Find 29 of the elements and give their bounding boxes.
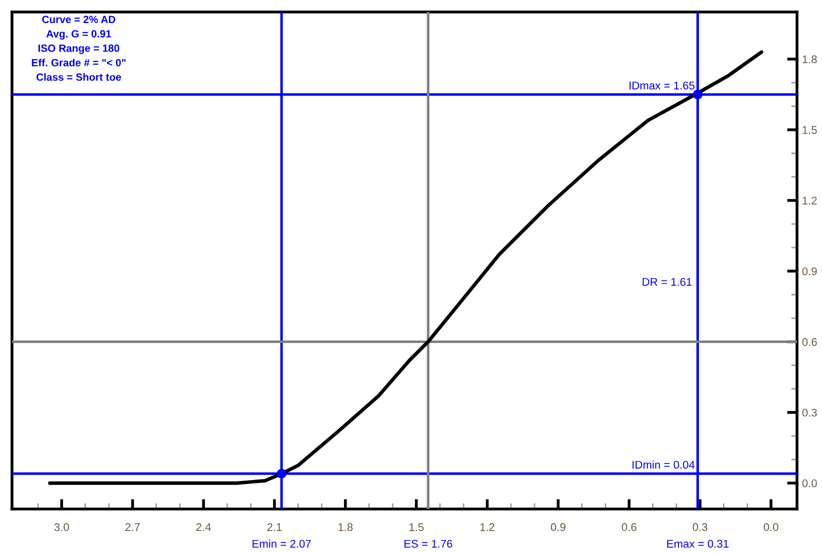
x-tick-label: 1.8 <box>338 523 353 532</box>
x-tick-label: 2.4 <box>196 523 211 531</box>
annotation: ES = 1.76 <box>404 540 452 548</box>
annotation: ISO Range = 180 <box>38 44 120 54</box>
y-tick-label: 1.5 <box>802 126 817 134</box>
y-tick-label: 1.8 <box>802 55 817 64</box>
y-tick-label: 0.3 <box>802 408 817 417</box>
y-tick-label: 0.6 <box>802 338 817 346</box>
x-tick-label: 0.9 <box>550 523 566 532</box>
annotation: Avg. G = 0.91 <box>46 30 112 40</box>
x-tick-label: 3.0 <box>54 523 69 532</box>
annotation: DR = 1.61 <box>642 278 692 286</box>
ref-line-label: IDmax = 1.65 <box>630 82 694 90</box>
annotation: Eff. Grade # = "< 0" <box>32 58 126 66</box>
ref-line-label: Emax = 0.31 <box>667 540 728 548</box>
y-tick-label: 0.0 <box>802 479 817 488</box>
x-tick-label: 1.5 <box>409 523 424 532</box>
y-tick-label: 0.9 <box>802 267 817 276</box>
x-tick-label: 1.2 <box>480 523 494 531</box>
x-tick-label: 2.1 <box>267 523 282 531</box>
y-tick-label: 1.2 <box>802 196 817 204</box>
ref-line-label: IDmin = 0.04 <box>632 460 695 469</box>
x-tick-label: 0.6 <box>622 523 636 532</box>
annotation: Class = Short toe <box>36 73 122 81</box>
ref-line-label: Emin = 2.07 <box>252 540 311 548</box>
annotation: Curve = 2% AD <box>42 16 116 24</box>
x-tick-label: 0.0 <box>764 523 778 532</box>
x-tick-label: 0.3 <box>692 523 708 532</box>
x-tick-label: 2.7 <box>125 523 140 531</box>
